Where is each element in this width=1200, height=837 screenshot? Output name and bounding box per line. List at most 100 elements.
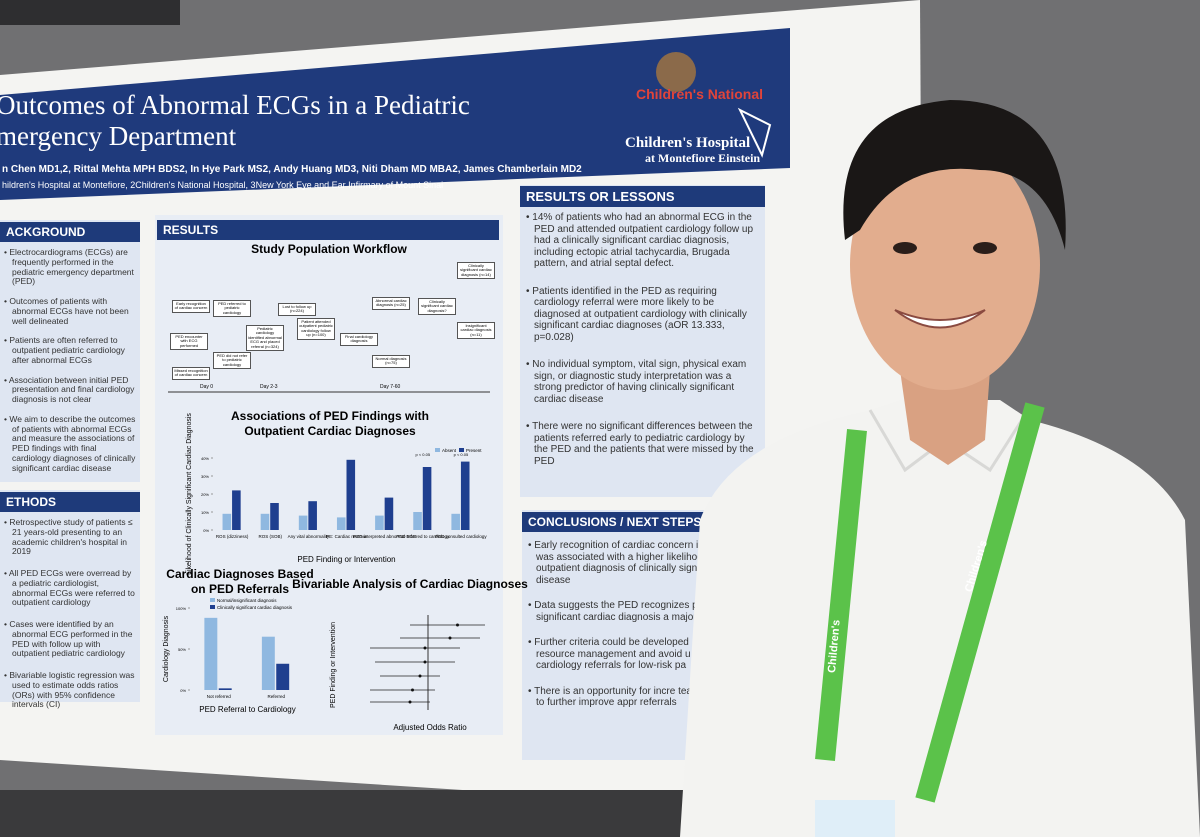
x-tick-label: ROS (dizziness) bbox=[216, 534, 249, 539]
x-tick-label: ROS (SOB) bbox=[258, 534, 282, 539]
point bbox=[456, 623, 459, 627]
legend-swatch bbox=[210, 598, 215, 602]
heading: RESULTS OR LESSONS bbox=[520, 186, 765, 207]
bar bbox=[336, 517, 346, 530]
legend-label: Present bbox=[466, 448, 482, 453]
bar bbox=[422, 467, 432, 530]
bullet-item: • We aim to describe the outcomes of pat… bbox=[4, 413, 136, 473]
legend-swatch bbox=[459, 448, 464, 452]
x-tick-label: PED referred to cardiology bbox=[396, 534, 450, 539]
y-axis-label: Cardiology Diagnosis bbox=[163, 615, 170, 682]
lanyard bbox=[815, 402, 1045, 803]
bar bbox=[413, 512, 422, 530]
bullet-list: • Retrospective study of patients ≤ 21 y… bbox=[4, 517, 136, 722]
legend-label: Absent bbox=[442, 448, 457, 453]
x-tick-label: Not referred bbox=[207, 694, 232, 699]
bar bbox=[384, 497, 394, 530]
workflow-node: Patient attended outpatient pediatric ca… bbox=[297, 318, 335, 340]
methods-panel bbox=[0, 490, 140, 702]
background-panel bbox=[0, 220, 140, 482]
bullet-item: • Patients identified in the PED as requ… bbox=[526, 285, 747, 343]
bar bbox=[308, 501, 317, 530]
neck bbox=[900, 370, 990, 465]
frame-top bbox=[0, 0, 180, 25]
workflow-node: PED referred to pediatric cardiology bbox=[213, 300, 251, 318]
workflow-node: Pediatric cardiology identified abnormal… bbox=[246, 325, 284, 351]
bullet-item: • Electrocardiograms (ECGs) are frequent… bbox=[4, 247, 134, 287]
workflow-node: Final cardiology diagnosis bbox=[340, 333, 378, 346]
bar bbox=[218, 688, 232, 690]
bullet-item: • There were no significant differences … bbox=[526, 421, 754, 467]
workflow-node: Clinically significant cardiac diagnosis… bbox=[418, 298, 456, 316]
heading: CONCLUSIONS / NEXT STEPS bbox=[522, 512, 727, 532]
y-tick-label: 40% bbox=[201, 456, 209, 461]
workflow-node: Missed recognition of cardiac concern bbox=[172, 367, 210, 380]
legend-swatch bbox=[435, 448, 440, 452]
x-axis-label: PED Referral to Cardiology bbox=[199, 705, 295, 714]
workflow-node: Insignificant cardiac diagnosis (n=11) bbox=[457, 322, 495, 340]
bullet-item: • Cases were identified by an abnormal E… bbox=[4, 619, 133, 659]
mef-logo bbox=[737, 107, 772, 158]
x-axis-label: PED Finding or Intervention bbox=[297, 555, 395, 564]
title-band bbox=[0, 28, 790, 200]
y-tick-label: 100% bbox=[176, 606, 187, 611]
chart-title: Associations of PED Findings with Outpati… bbox=[231, 409, 429, 438]
bar bbox=[204, 617, 218, 690]
bar bbox=[451, 513, 460, 530]
x-tick-label: Referred bbox=[267, 694, 285, 699]
bar bbox=[460, 461, 470, 530]
y-tick-label: 0% bbox=[203, 528, 209, 533]
day-label: Day 7-60 bbox=[380, 384, 401, 390]
y-tick-label: 30% bbox=[201, 474, 209, 479]
y-tick-label: 0% bbox=[180, 688, 186, 693]
bullet-item: • There is an opportunity for incre teac… bbox=[528, 685, 716, 709]
authors: n Chen MD1,2, Rittal Mehta MPH BDS2, In … bbox=[2, 164, 582, 175]
bar bbox=[261, 636, 275, 690]
workflow-node: Lost to follow up (n=224) bbox=[278, 303, 316, 316]
bar bbox=[346, 459, 356, 530]
bar bbox=[276, 663, 290, 690]
smile bbox=[894, 309, 986, 329]
workflow-node: Early recognition of cardiac concern bbox=[172, 300, 210, 313]
bar bbox=[222, 513, 232, 530]
face bbox=[850, 140, 1040, 390]
y-axis-label: PED Finding or Intervention bbox=[330, 622, 337, 708]
lessons-panel bbox=[520, 185, 765, 497]
y-tick-label: 10% bbox=[201, 510, 209, 515]
annotation: p < 0.05 bbox=[415, 452, 430, 457]
x-tick-label: PED consulted cardiology bbox=[435, 534, 487, 539]
heading: RESULTS bbox=[157, 220, 499, 240]
bullet-list: • Early recognition of cardiac concern i… bbox=[528, 540, 723, 723]
bullet-item: • Retrospective study of patients ≤ 21 y… bbox=[4, 517, 133, 557]
workflow-node: PED did not refer to pediatric cardiolog… bbox=[213, 352, 251, 370]
bullet-item: • Outcomes of patients with abnormal ECG… bbox=[4, 296, 129, 326]
heading: ETHODS bbox=[0, 492, 140, 512]
point bbox=[448, 636, 452, 640]
bear-logo bbox=[656, 52, 696, 92]
workflow-node: Clinically significant cardiac diagnosis… bbox=[457, 262, 495, 280]
x-tick-label: PE: Cardiac murmur bbox=[326, 534, 367, 539]
legend-label: Normal/insignificant diagnosis bbox=[217, 598, 277, 603]
bullet-item: • Association between initial PED presen… bbox=[4, 374, 135, 405]
bullet-item: • Further criteria could be developed re… bbox=[528, 637, 691, 671]
logo-text: Children's Hospital at Montefiore Einstei… bbox=[625, 135, 761, 166]
annotation: p < 0.05 bbox=[454, 452, 469, 457]
bullet-list: • Electrocardiograms (ECGs) are frequent… bbox=[4, 247, 136, 484]
x-tick-label: Any vital abnormality bbox=[288, 534, 330, 539]
eye bbox=[973, 242, 997, 254]
hair bbox=[843, 100, 1066, 250]
day-label: Day 0 bbox=[200, 384, 214, 390]
heading: ACKGROUND bbox=[0, 222, 140, 242]
shirt bbox=[680, 400, 1200, 837]
bar bbox=[375, 515, 384, 530]
workflow-node: PED encounter with ECG performed bbox=[170, 333, 208, 351]
bar bbox=[260, 513, 270, 530]
affiliations: hildren's Hospital at Montefiore, 2Child… bbox=[2, 180, 444, 190]
bar bbox=[232, 490, 241, 530]
legend-label: Clinically significant cardiac diagnosis bbox=[217, 605, 293, 610]
point bbox=[423, 660, 427, 664]
bullet-item: • 14% of patients who had an abnormal EC… bbox=[526, 212, 754, 269]
y-tick-label: 20% bbox=[201, 492, 209, 497]
